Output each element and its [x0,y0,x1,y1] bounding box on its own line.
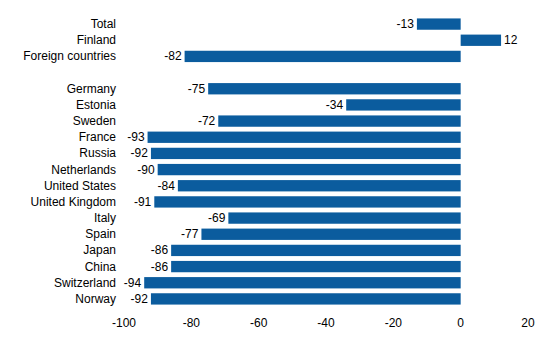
chart-svg: -100 -80 -60 -40 -20 0 20 Total -13 Finland 12 Fore… [0,0,553,340]
data-label: -72 [198,114,216,128]
bars [144,18,501,304]
tick-label: 0 [457,316,464,330]
bar [151,293,461,304]
category-label: Russia [79,146,116,160]
bar [228,212,460,223]
bar [171,245,461,256]
data-label: -75 [188,82,206,96]
category-label: Germany [67,82,116,96]
bar [154,196,460,207]
bar [346,99,460,110]
tick-mark [124,307,125,310]
data-label: -92 [131,292,149,306]
category-label: Spain [85,227,116,241]
category-label: Italy [94,211,116,225]
tick-mark [528,307,529,310]
category-label: Total [91,17,116,31]
data-label: -86 [151,243,169,257]
tick-label: -40 [317,316,335,330]
tick-mark [191,307,192,310]
category-label: Japan [83,243,116,257]
bar [208,83,461,94]
bar [185,51,461,62]
tick-label: -100 [112,316,136,330]
tick-label: -80 [183,316,201,330]
bar [417,18,461,29]
data-label: -13 [397,17,415,31]
tick-mark [326,307,327,310]
category-label: Norway [75,292,116,306]
data-label: -86 [151,260,169,274]
category-label: United States [44,179,116,193]
bar [178,180,461,191]
data-label: -94 [124,276,142,290]
bar [171,261,461,272]
tick-mark [460,307,461,310]
tick-label: -20 [385,316,403,330]
bar [201,229,460,240]
category-label: United Kingdom [31,195,116,209]
data-label: -93 [127,130,145,144]
data-label: -77 [181,227,199,241]
tick-label: -60 [250,316,268,330]
tick-mark [393,307,394,310]
bar [144,277,460,288]
category-label: Estonia [76,98,116,112]
category-label: Finland [77,33,116,47]
data-label: -69 [208,211,226,225]
category-label: France [79,130,117,144]
category-label: Sweden [73,114,116,128]
chart-container: -100 -80 -60 -40 -20 0 20 Total -13 Finland 12 Fore… [0,0,553,340]
tick-mark [258,307,259,310]
data-label: -34 [326,98,344,112]
data-label: -84 [158,179,176,193]
data-label: 12 [504,33,518,47]
bar [148,132,461,143]
data-label: -82 [164,49,182,63]
tick-label: 20 [521,316,535,330]
category-label: China [85,260,117,274]
category-label: Switzerland [54,276,116,290]
bar [158,164,461,175]
bar [151,148,461,159]
data-label: -92 [131,146,149,160]
bar [218,115,460,126]
category-label: Netherlands [51,163,116,177]
category-label: Foreign countries [23,49,116,63]
bar [461,35,501,46]
data-label: -90 [137,163,155,177]
data-label: -91 [134,195,152,209]
